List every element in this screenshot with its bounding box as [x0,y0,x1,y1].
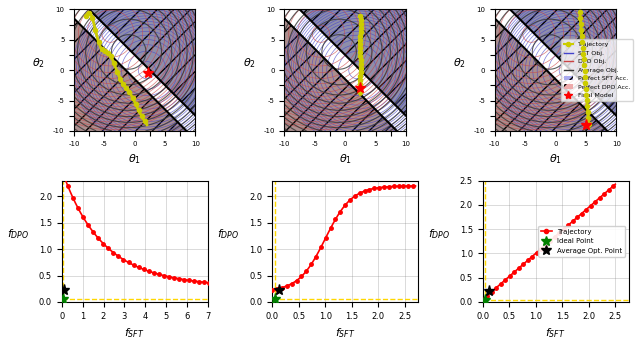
X-axis label: $f_{SFT}$: $f_{SFT}$ [545,326,566,340]
Y-axis label: $f_{DPO}$: $f_{DPO}$ [428,228,450,241]
Y-axis label: $\theta_2$: $\theta_2$ [243,56,256,70]
X-axis label: $\theta_1$: $\theta_1$ [339,152,352,166]
X-axis label: $f_{SFT}$: $f_{SFT}$ [335,326,355,340]
Y-axis label: $f_{DPO}$: $f_{DPO}$ [218,228,240,241]
Y-axis label: $f_{DPO}$: $f_{DPO}$ [7,228,29,241]
X-axis label: $\theta_1$: $\theta_1$ [549,152,562,166]
Legend: Trajectory, SFT Obj., DPO Obj., Average Obj., Perfect SFT Acc., Perfect DPO Acc.: Trajectory, SFT Obj., DPO Obj., Average … [561,40,633,101]
Legend: Trajectory, Ideal Point, Average Opt. Point: Trajectory, Ideal Point, Average Opt. Po… [538,226,625,256]
Y-axis label: $\theta_2$: $\theta_2$ [33,56,45,70]
X-axis label: $f_{SFT}$: $f_{SFT}$ [125,326,145,340]
X-axis label: $\theta_1$: $\theta_1$ [128,152,141,166]
Y-axis label: $\theta_2$: $\theta_2$ [453,56,467,70]
